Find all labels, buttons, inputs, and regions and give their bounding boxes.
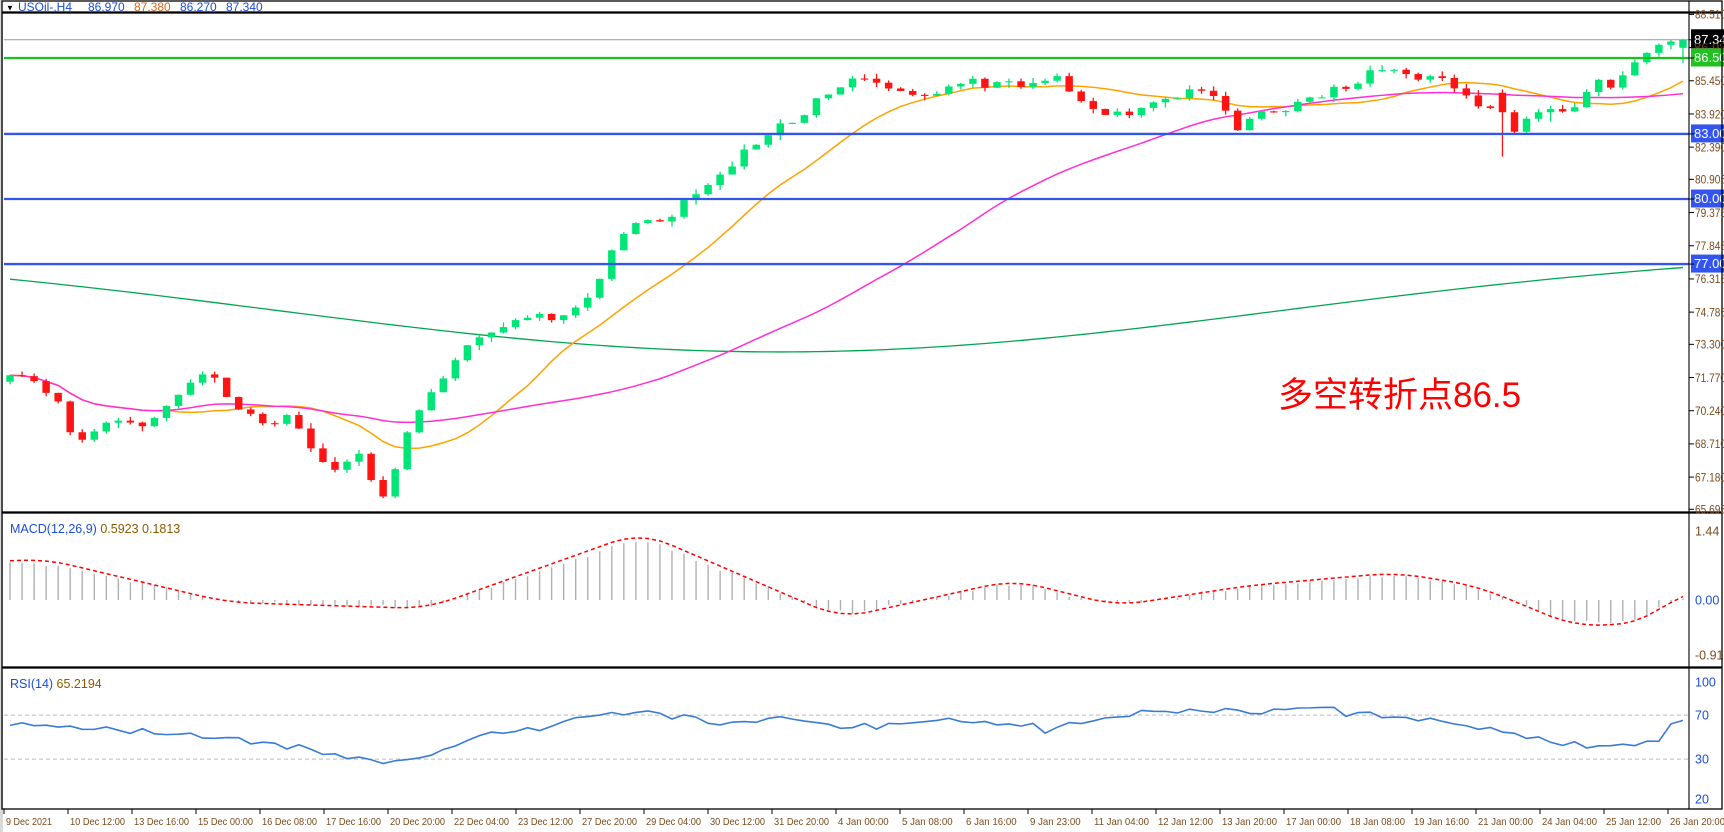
- svg-text:20: 20: [1695, 793, 1709, 807]
- svg-text:68.710: 68.710: [1695, 437, 1724, 451]
- svg-text:70.240: 70.240: [1695, 404, 1724, 418]
- svg-text:87.380: 87.380: [134, 0, 171, 14]
- svg-text:▼: ▼: [6, 4, 14, 13]
- svg-text:22 Dec 04:00: 22 Dec 04:00: [454, 817, 509, 828]
- svg-text:17 Jan 00:00: 17 Jan 00:00: [1286, 817, 1341, 828]
- svg-text:RSI(14) 65.2194: RSI(14) 65.2194: [10, 677, 102, 691]
- svg-text:87.340: 87.340: [226, 0, 263, 14]
- svg-text:12 Jan 12:00: 12 Jan 12:00: [1158, 817, 1213, 828]
- svg-text:67.180: 67.180: [1695, 470, 1724, 484]
- svg-text:83.000: 83.000: [1694, 126, 1724, 141]
- svg-text:15 Dec 00:00: 15 Dec 00:00: [198, 817, 253, 828]
- svg-text:USOil-,H4: USOil-,H4: [18, 0, 72, 14]
- svg-text:77.845: 77.845: [1695, 239, 1724, 253]
- svg-text:25 Jan 12:00: 25 Jan 12:00: [1606, 817, 1661, 828]
- svg-text:83.920: 83.920: [1695, 107, 1724, 121]
- svg-text:85.450: 85.450: [1695, 74, 1724, 88]
- svg-text:77.000: 77.000: [1694, 256, 1724, 271]
- svg-text:86.500: 86.500: [1694, 50, 1724, 65]
- svg-text:31 Dec 20:00: 31 Dec 20:00: [774, 817, 829, 828]
- svg-text:27 Dec 20:00: 27 Dec 20:00: [582, 817, 637, 828]
- svg-text:13 Dec 16:00: 13 Dec 16:00: [134, 817, 189, 828]
- svg-text:多空转折点86.5: 多空转折点86.5: [1278, 376, 1521, 415]
- svg-text:19 Jan 16:00: 19 Jan 16:00: [1414, 817, 1469, 828]
- svg-text:73.300: 73.300: [1695, 338, 1724, 352]
- svg-text:17 Dec 16:00: 17 Dec 16:00: [326, 817, 381, 828]
- svg-text:4 Jan 00:00: 4 Jan 00:00: [838, 817, 889, 828]
- svg-text:16 Dec 08:00: 16 Dec 08:00: [262, 817, 317, 828]
- svg-text:74.785: 74.785: [1695, 305, 1724, 319]
- svg-text:80.905: 80.905: [1695, 173, 1724, 187]
- svg-text:100: 100: [1695, 676, 1716, 690]
- svg-text:-0.91: -0.91: [1695, 649, 1724, 663]
- svg-text:5 Jan 08:00: 5 Jan 08:00: [902, 817, 953, 828]
- svg-text:29 Dec 04:00: 29 Dec 04:00: [646, 817, 701, 828]
- svg-text:30: 30: [1695, 753, 1709, 767]
- svg-text:24 Jan 04:00: 24 Jan 04:00: [1542, 817, 1597, 828]
- svg-text:18 Jan 08:00: 18 Jan 08:00: [1350, 817, 1405, 828]
- svg-text:65.695: 65.695: [1695, 503, 1724, 517]
- svg-text:13 Jan 20:00: 13 Jan 20:00: [1222, 817, 1277, 828]
- svg-text:1.44: 1.44: [1695, 525, 1719, 539]
- svg-text:86.270: 86.270: [180, 0, 217, 14]
- svg-text:26 Jan 20:00: 26 Jan 20:00: [1670, 817, 1724, 828]
- svg-text:71.770: 71.770: [1695, 371, 1724, 385]
- svg-text:80.000: 80.000: [1694, 191, 1724, 206]
- svg-text:MACD(12,26,9) 0.5923 0.1813: MACD(12,26,9) 0.5923 0.1813: [10, 522, 180, 536]
- svg-text:30 Dec 12:00: 30 Dec 12:00: [710, 817, 765, 828]
- svg-text:0.00: 0.00: [1695, 594, 1719, 608]
- svg-text:9 Dec 2021: 9 Dec 2021: [6, 817, 52, 828]
- svg-text:70: 70: [1695, 709, 1709, 723]
- svg-text:88.510: 88.510: [1695, 8, 1724, 22]
- svg-text:11 Jan 04:00: 11 Jan 04:00: [1094, 817, 1149, 828]
- svg-text:82.390: 82.390: [1695, 140, 1724, 154]
- svg-text:23 Dec 12:00: 23 Dec 12:00: [518, 817, 573, 828]
- svg-text:10 Dec 12:00: 10 Dec 12:00: [70, 817, 125, 828]
- svg-text:76.315: 76.315: [1695, 272, 1724, 286]
- svg-text:9 Jan 23:00: 9 Jan 23:00: [1030, 817, 1081, 828]
- svg-text:20 Dec 20:00: 20 Dec 20:00: [390, 817, 445, 828]
- svg-text:79.375: 79.375: [1695, 206, 1724, 220]
- svg-text:86.970: 86.970: [88, 0, 125, 14]
- svg-text:21 Jan 00:00: 21 Jan 00:00: [1478, 817, 1533, 828]
- svg-text:6 Jan 16:00: 6 Jan 16:00: [966, 817, 1017, 828]
